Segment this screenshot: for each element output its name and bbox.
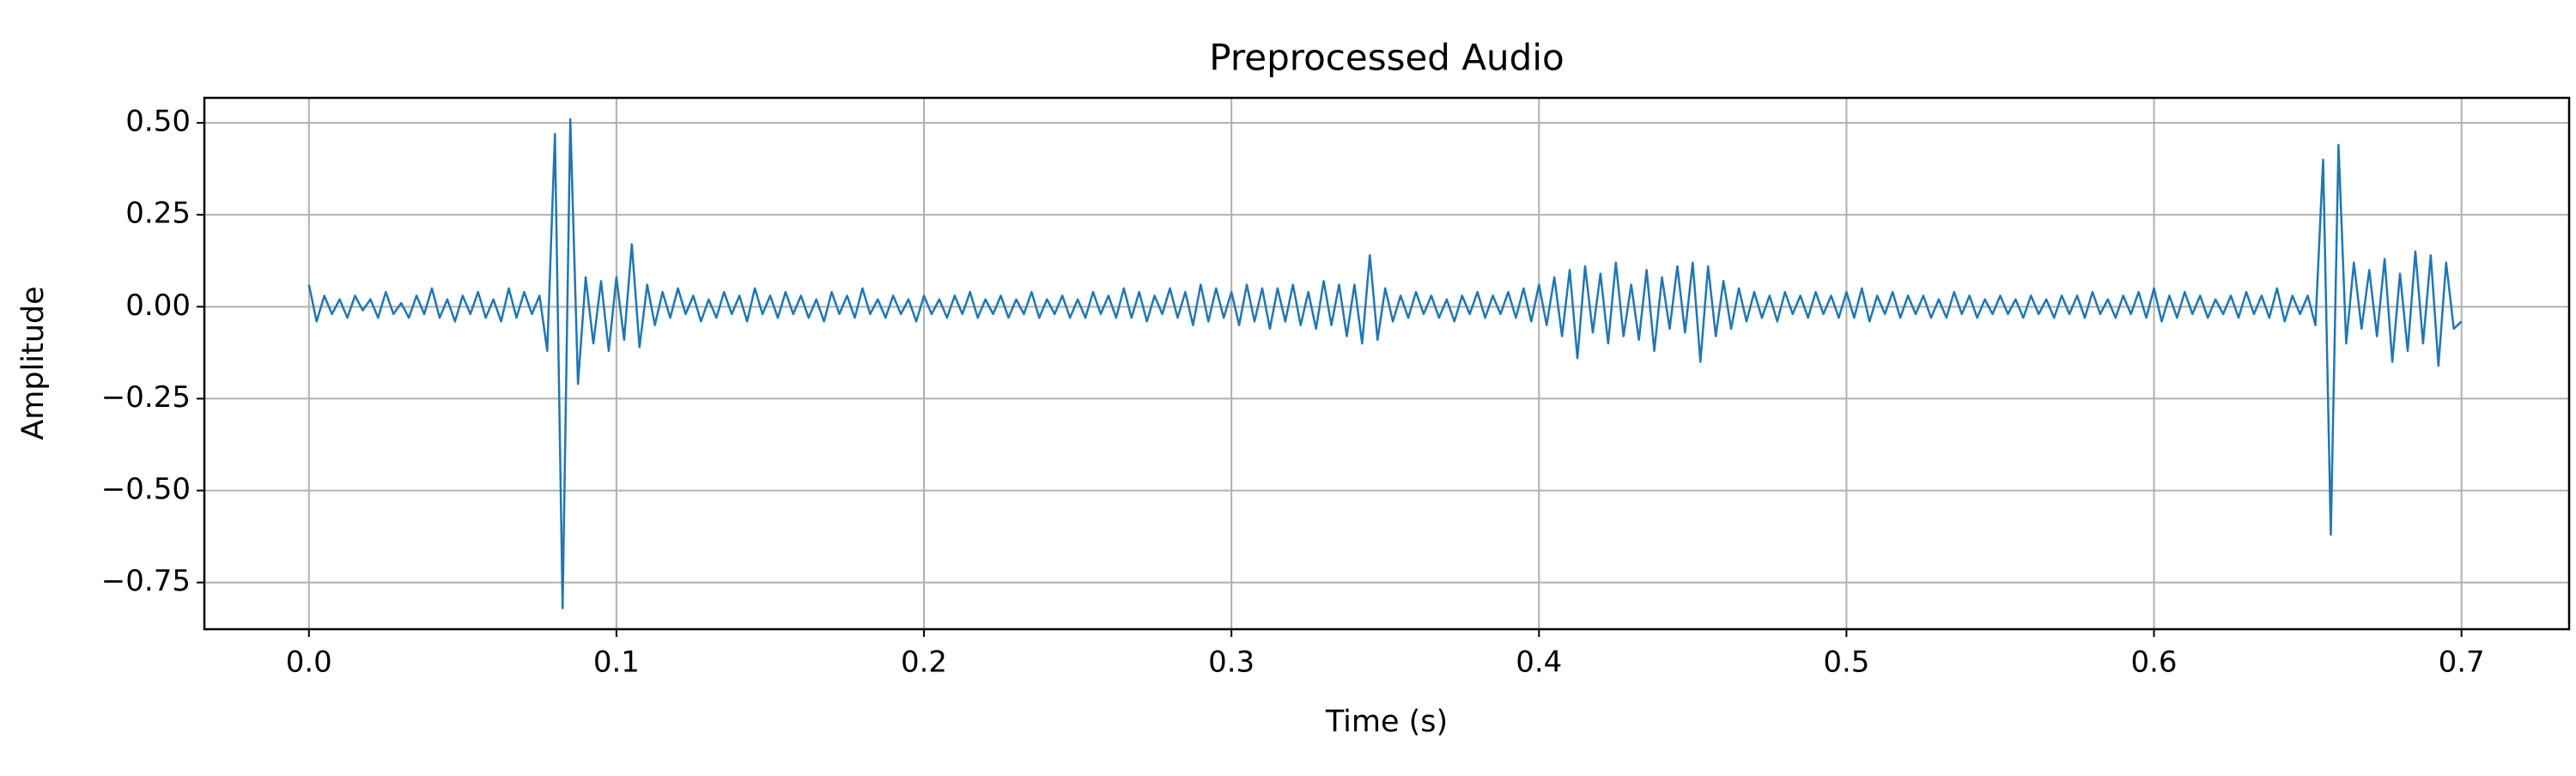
x-tick-label: 0.5 <box>1823 646 1869 680</box>
y-tick-label: 0.50 <box>125 105 191 139</box>
x-axis-label: Time (s) <box>1325 705 1448 739</box>
ticks: 0.0 0.1 0.2 0.3 0.4 0.5 0.6 0.7 −0.75 −0.50 −0.25 0… <box>101 105 2485 680</box>
x-tick-label: 0.7 <box>2439 646 2485 680</box>
y-tick-label: −0.75 <box>101 564 191 598</box>
x-tick-label: 0.1 <box>593 646 640 680</box>
x-tick-label: 0.0 <box>286 646 332 680</box>
axes-frame <box>203 96 2571 631</box>
plot-area <box>307 118 2463 609</box>
y-tick-label: −0.25 <box>101 380 191 415</box>
y-axis-label: Amplitude <box>16 286 51 440</box>
chart-title: Preprocessed Audio <box>1209 37 1564 79</box>
waveform-line <box>307 118 2463 609</box>
y-tick-label: 0.25 <box>125 197 191 231</box>
x-tick-label: 0.3 <box>1208 646 1255 680</box>
y-tick-label: 0.00 <box>125 288 191 323</box>
x-tick-label: 0.2 <box>901 646 947 680</box>
y-tick-label: −0.50 <box>101 472 191 506</box>
x-tick-label: 0.6 <box>2130 646 2177 680</box>
x-tick-label: 0.4 <box>1516 646 1562 680</box>
